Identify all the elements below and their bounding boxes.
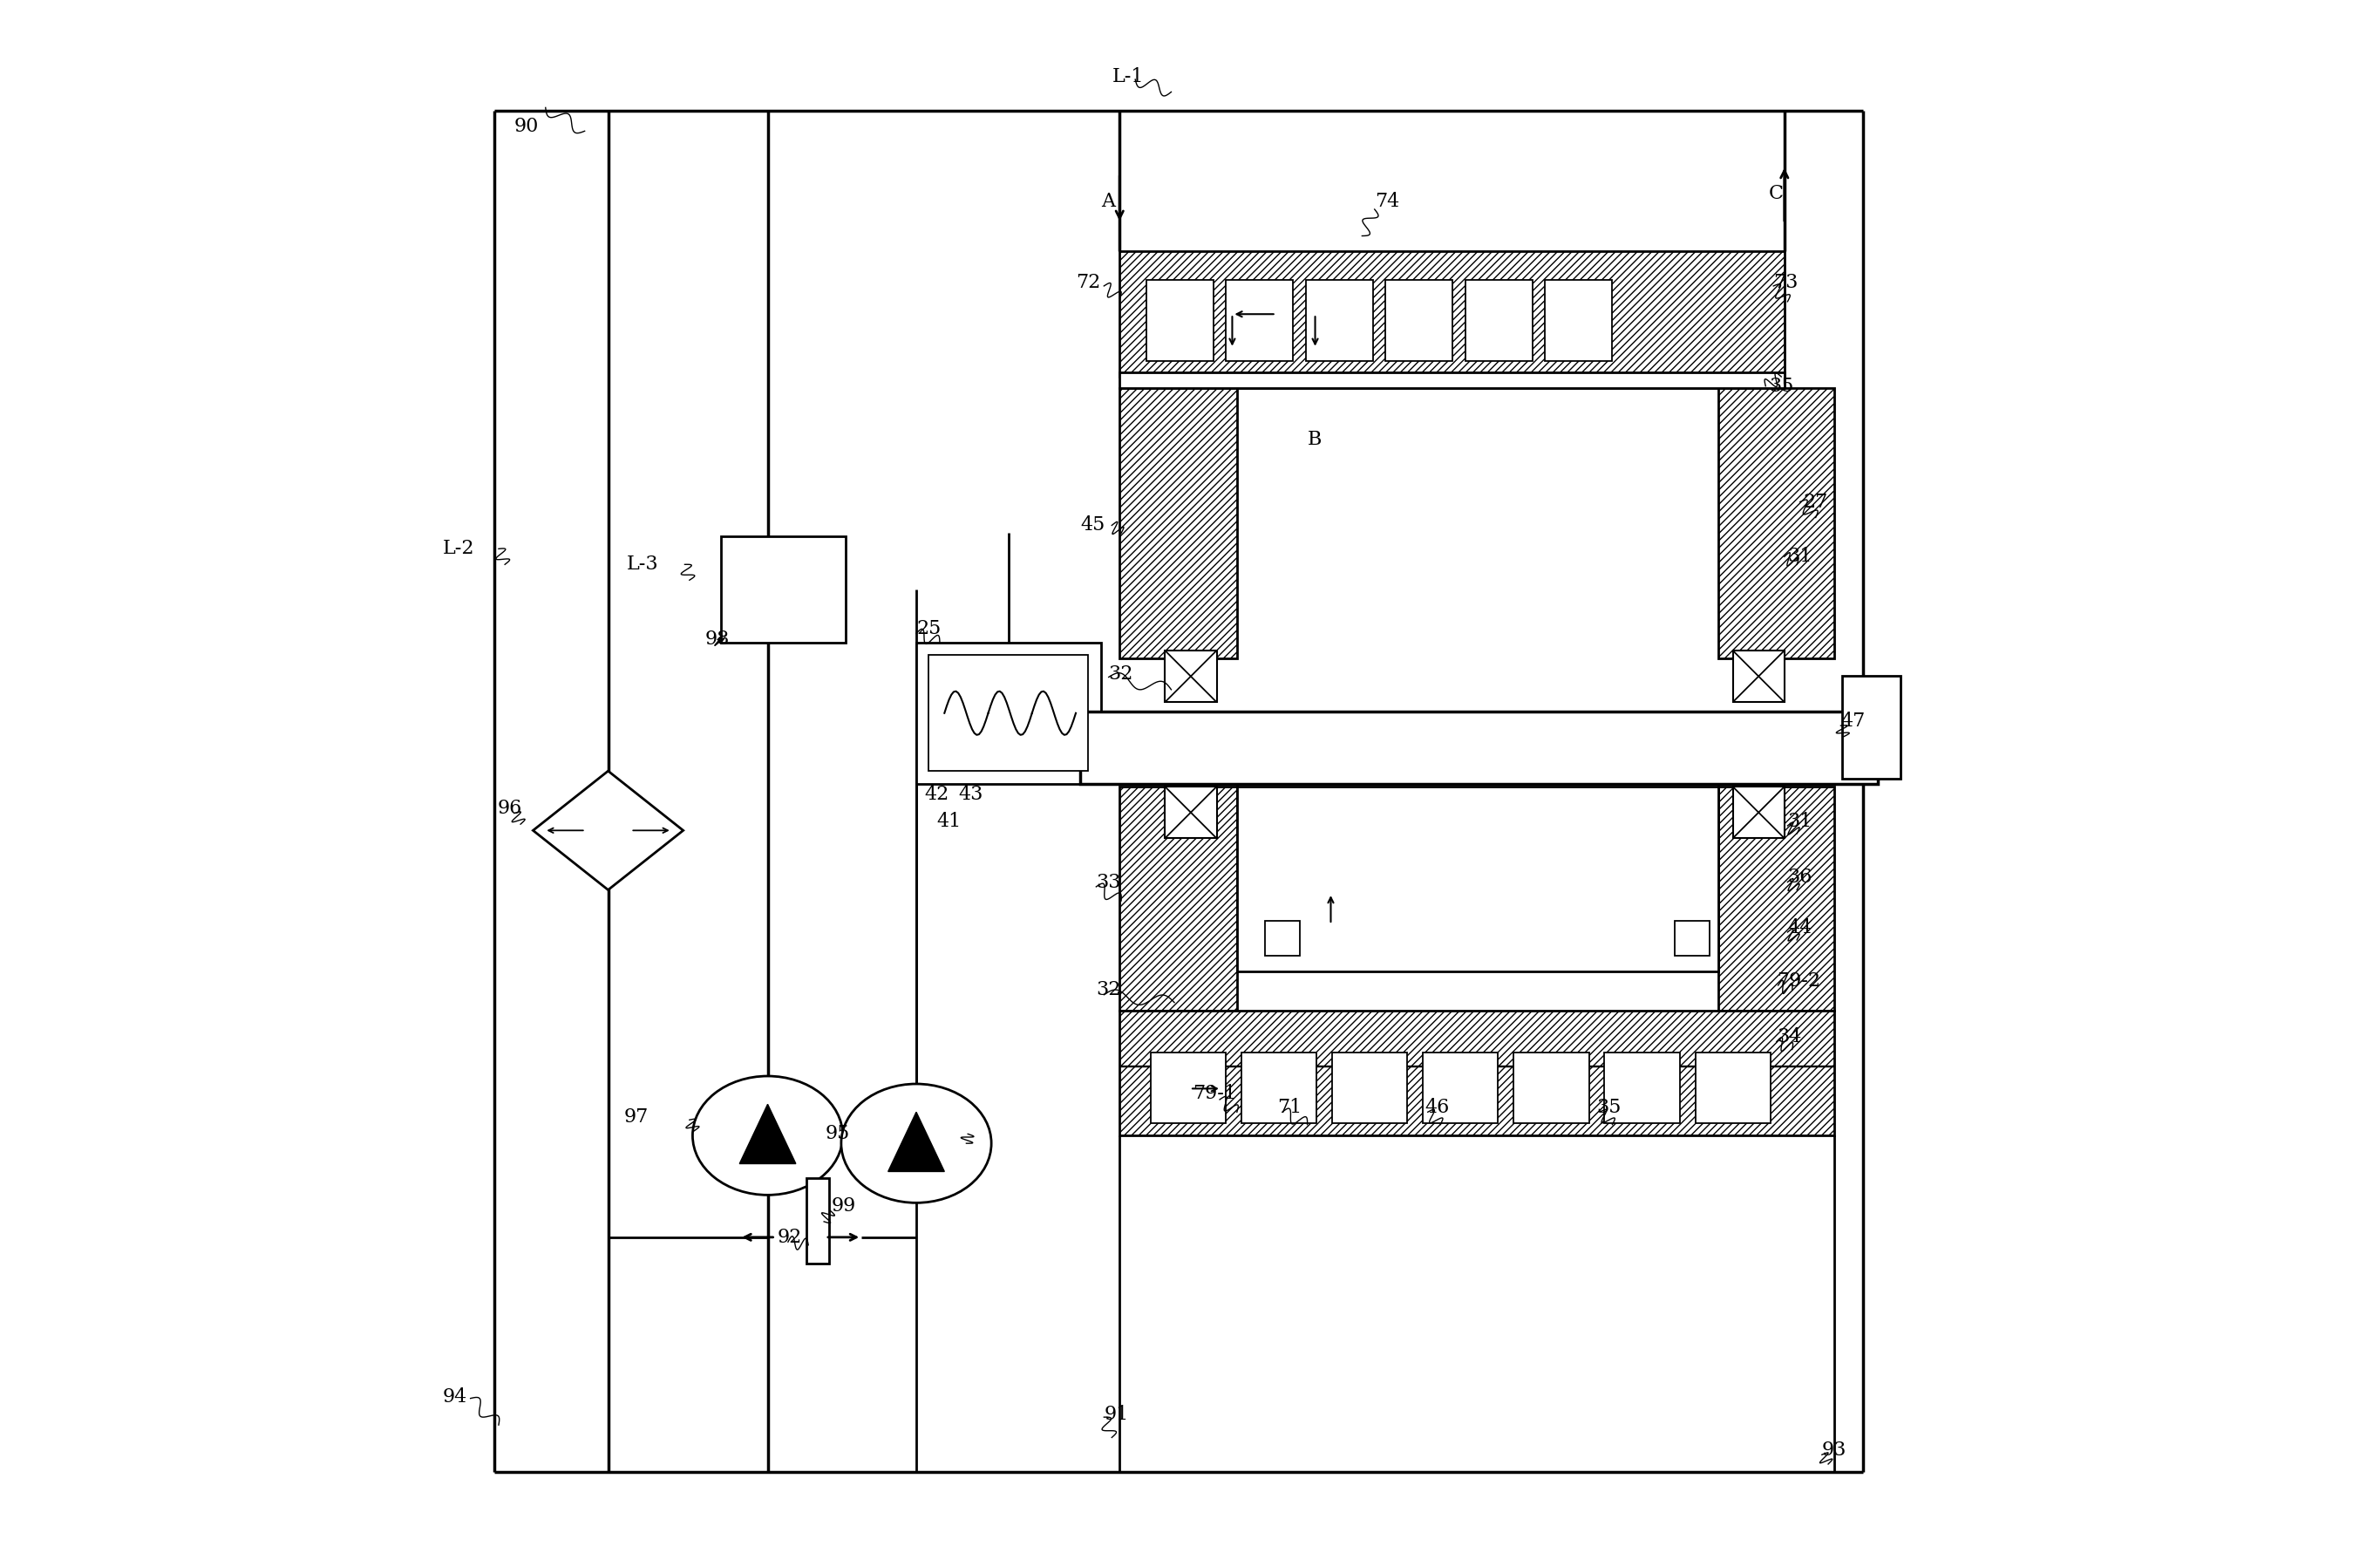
Bar [1119, 252, 1785, 376]
Polygon shape [533, 771, 683, 890]
Text: A: A [1102, 191, 1114, 212]
Bar [1333, 1053, 1407, 1124]
Bar [1081, 711, 1878, 784]
Bar [1164, 650, 1216, 702]
Bar [1733, 787, 1785, 838]
Text: 41: 41 [938, 812, 962, 831]
Bar [1676, 921, 1709, 956]
Text: 35: 35 [1597, 1098, 1621, 1117]
Text: L-1: L-1 [1111, 67, 1145, 86]
Text: 97: 97 [624, 1108, 647, 1127]
Bar [1242, 1053, 1316, 1124]
Bar [1147, 279, 1214, 360]
Bar [1423, 1053, 1497, 1124]
Text: 79-2: 79-2 [1775, 972, 1821, 990]
Text: 32: 32 [1097, 981, 1121, 1000]
Text: 95: 95 [826, 1125, 850, 1144]
Text: 31: 31 [1787, 812, 1811, 831]
Text: 31: 31 [1787, 547, 1811, 566]
Bar [1266, 921, 1299, 956]
Polygon shape [740, 1105, 795, 1164]
Text: 74: 74 [1376, 191, 1399, 212]
Text: 72: 72 [1076, 273, 1100, 293]
Bar [1514, 1053, 1590, 1124]
Text: 44: 44 [1787, 918, 1811, 937]
Ellipse shape [840, 1084, 992, 1203]
Text: 93: 93 [1823, 1440, 1847, 1459]
Text: 98: 98 [704, 630, 731, 649]
Text: C: C [1768, 183, 1783, 204]
Bar [1604, 1053, 1680, 1124]
Text: B: B [1307, 429, 1321, 448]
Bar [1119, 1011, 1835, 1136]
Bar [1842, 675, 1899, 779]
Bar [1718, 787, 1835, 1011]
Bar [1152, 1053, 1226, 1124]
Bar [1545, 279, 1611, 360]
Ellipse shape [693, 1077, 843, 1196]
Bar [1385, 279, 1452, 360]
Text: 45: 45 [1081, 516, 1104, 534]
Bar [1119, 387, 1238, 658]
Text: 46: 46 [1426, 1098, 1449, 1117]
Bar [928, 655, 1088, 771]
Bar [1695, 1053, 1771, 1124]
Text: 79-1: 79-1 [1192, 1084, 1238, 1103]
Text: 34: 34 [1775, 1028, 1802, 1047]
Text: 47: 47 [1840, 711, 1866, 730]
Bar [1718, 387, 1835, 658]
Bar [807, 1178, 828, 1265]
Text: 27: 27 [1804, 492, 1828, 511]
Text: 71: 71 [1278, 1098, 1302, 1117]
Text: 73: 73 [1773, 273, 1799, 293]
Bar [1238, 787, 1718, 972]
Text: 25: 25 [916, 619, 940, 638]
Text: 43: 43 [959, 785, 983, 804]
Bar [1164, 787, 1216, 838]
Text: 92: 92 [776, 1227, 802, 1247]
Text: L-2: L-2 [443, 539, 474, 558]
Bar [721, 536, 845, 642]
Bar [1119, 371, 1785, 387]
Text: 91: 91 [1104, 1404, 1128, 1423]
Bar [1466, 279, 1533, 360]
Text: 33: 33 [1097, 873, 1121, 892]
Polygon shape [888, 1113, 945, 1172]
Bar [1733, 650, 1785, 702]
Bar [1307, 279, 1373, 360]
Text: 42: 42 [923, 785, 950, 804]
Bar [916, 642, 1102, 784]
Bar [1226, 279, 1292, 360]
Bar [1119, 787, 1238, 1011]
Text: L-3: L-3 [626, 555, 659, 574]
Text: 99: 99 [831, 1196, 857, 1216]
Text: 90: 90 [514, 118, 538, 136]
Text: 94: 94 [443, 1387, 466, 1407]
Text: 36: 36 [1787, 868, 1811, 887]
Text: 96: 96 [497, 799, 521, 818]
Text: 32: 32 [1109, 664, 1133, 683]
Text: 35: 35 [1768, 376, 1795, 396]
